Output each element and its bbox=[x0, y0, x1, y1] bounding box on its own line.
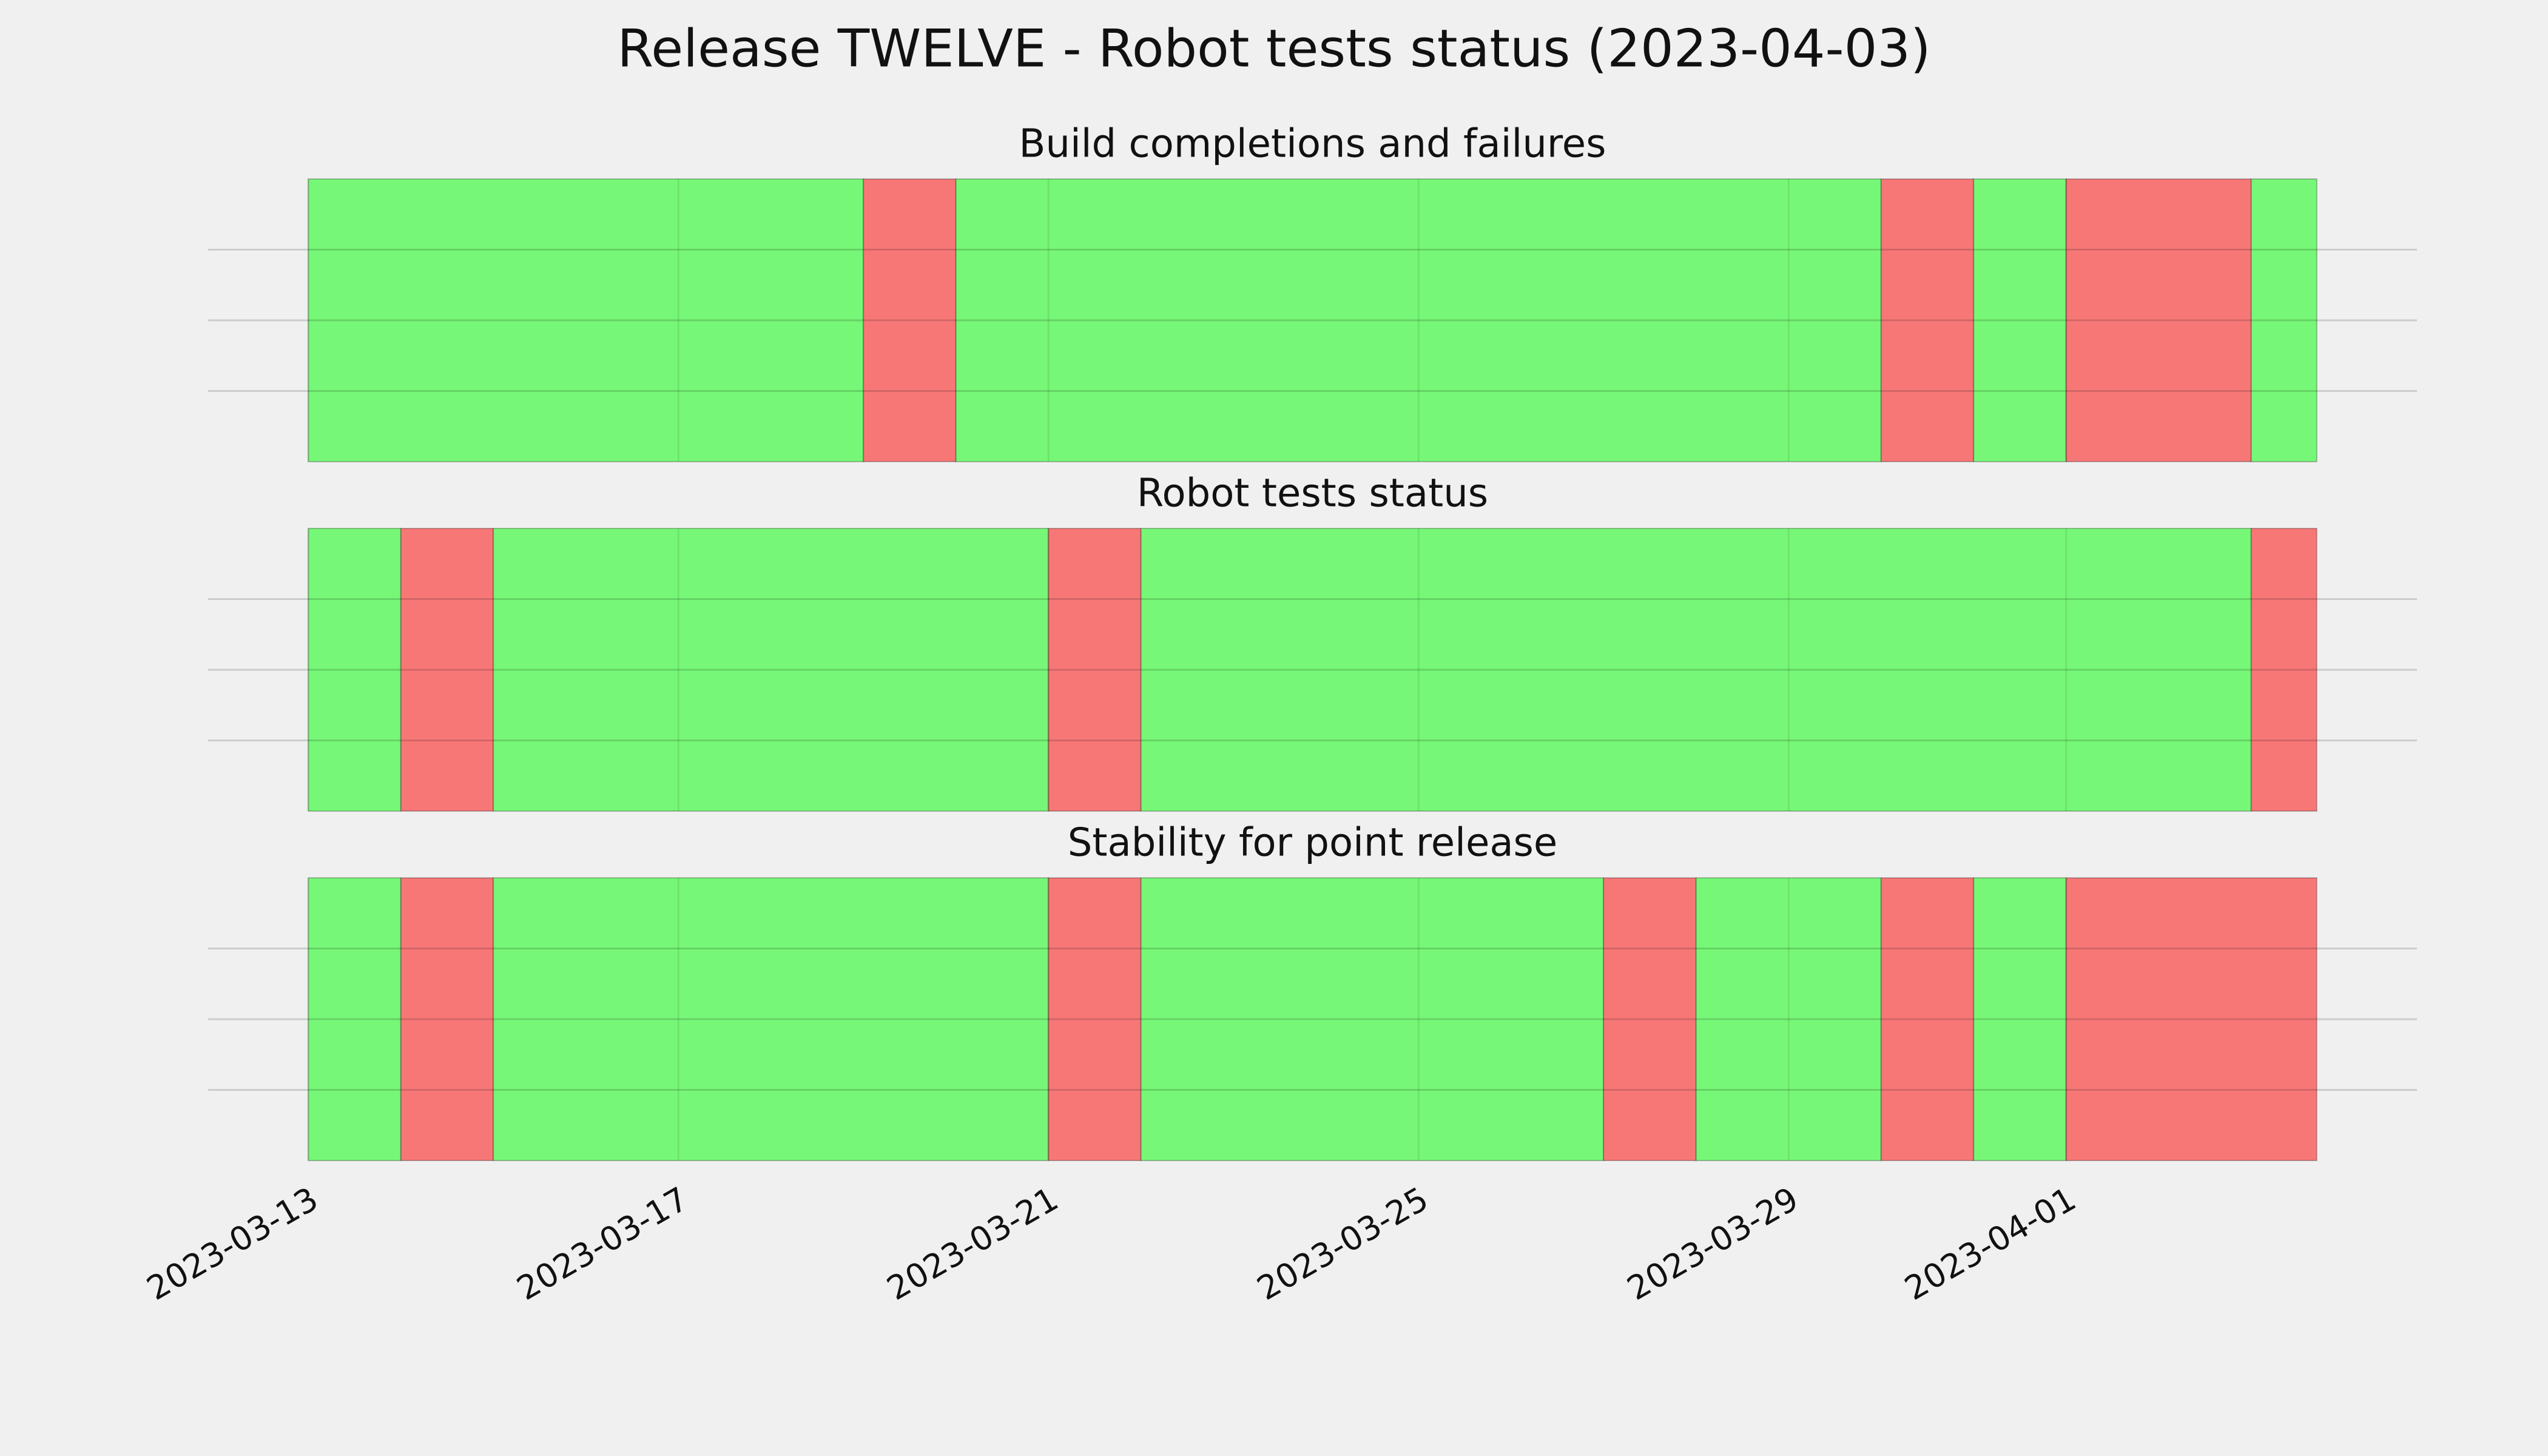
status-span bbox=[1880, 178, 1975, 462]
figure-title: Release TWELVE - Robot tests status (202… bbox=[617, 18, 1930, 79]
subplot-title: Robot tests status bbox=[1137, 471, 1488, 516]
status-span bbox=[2065, 178, 2252, 462]
status-span bbox=[308, 877, 402, 1161]
status-span bbox=[493, 528, 1050, 812]
status-span bbox=[2065, 877, 2317, 1161]
status-span bbox=[2250, 528, 2317, 812]
status-span bbox=[1603, 877, 1697, 1161]
status-span bbox=[1140, 877, 1605, 1161]
status-span bbox=[1880, 877, 1975, 1161]
subplot-title: Stability for point release bbox=[1068, 821, 1558, 866]
status-span bbox=[1140, 528, 2252, 812]
status-span bbox=[1048, 877, 1142, 1161]
status-span bbox=[400, 877, 494, 1161]
status-span bbox=[308, 178, 864, 462]
status-span bbox=[308, 528, 402, 812]
status-span bbox=[863, 178, 957, 462]
status-span bbox=[400, 528, 494, 812]
status-span bbox=[2250, 178, 2317, 462]
status-span bbox=[1695, 877, 1882, 1161]
subplot-title: Build completions and failures bbox=[1019, 122, 1606, 167]
status-span bbox=[955, 178, 1882, 462]
status-span bbox=[493, 877, 1050, 1161]
status-span bbox=[1973, 877, 2067, 1161]
status-span bbox=[1048, 528, 1142, 812]
status-span bbox=[1973, 178, 2067, 462]
